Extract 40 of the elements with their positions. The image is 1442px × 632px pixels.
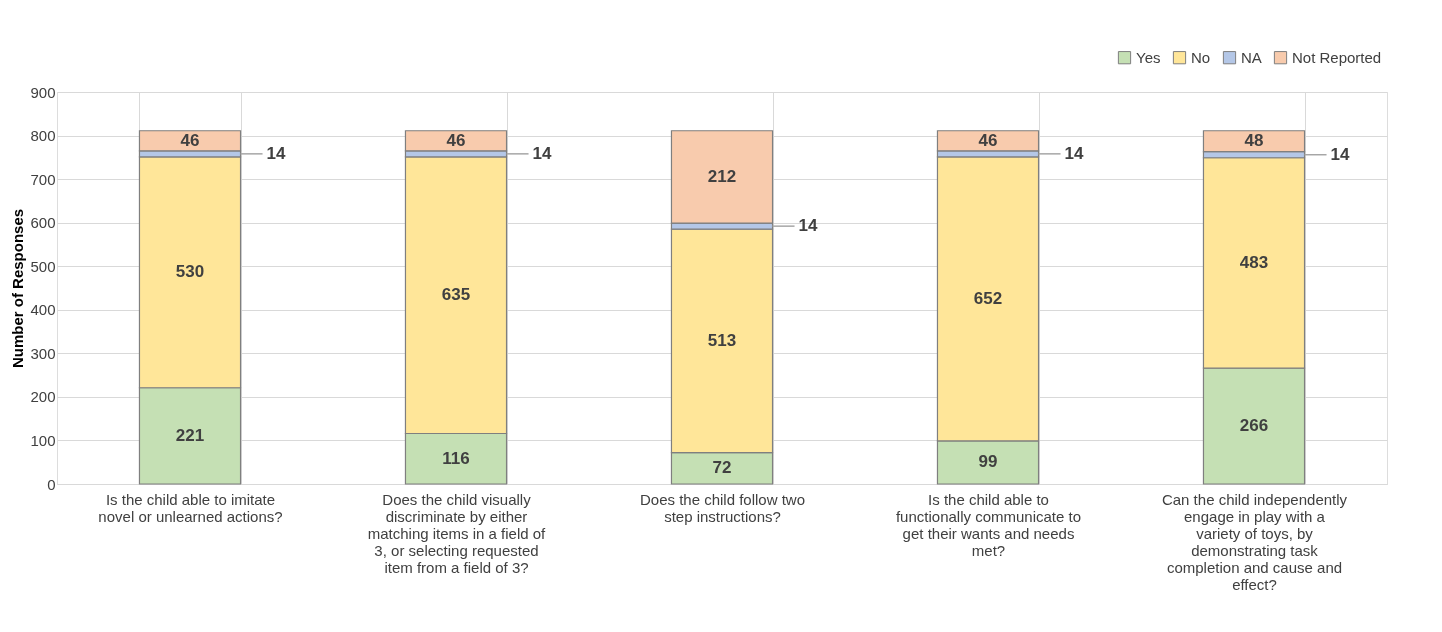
legend-label: No (1191, 48, 1211, 66)
y-axis-title: Number of Responses (9, 208, 27, 369)
data-label: 212 (707, 166, 737, 186)
legend-label: NA (1241, 48, 1262, 66)
data-label: 513 (707, 330, 737, 350)
data-label: 99 (978, 452, 998, 472)
data-label: 266 (1239, 416, 1269, 436)
data-label: 652 (973, 288, 1003, 308)
data-label: 14 (1330, 144, 1350, 164)
data-label: 46 (978, 130, 998, 150)
x-tick-label: Is the child able to functionally communicate to get their wants and needs met? (895, 490, 1082, 559)
data-label: 48 (1244, 131, 1264, 151)
x-tick-label: Is the child able to imitate novel or unlearned actions? (98, 490, 283, 525)
y-tick-label: 100 (30, 431, 56, 449)
data-label: 14 (532, 143, 552, 163)
y-tick-label: 700 (30, 170, 56, 188)
data-label: 635 (441, 285, 471, 305)
x-tick-label: Can the child independently engage in play with a variety of toys, by demonstrating task completion and cause and effect? (1161, 490, 1348, 593)
data-label: 46 (446, 130, 466, 150)
data-label: 221 (175, 425, 205, 445)
legend-label: Yes (1136, 48, 1161, 66)
y-tick-label: 500 (30, 257, 56, 275)
x-tick-label: Does the child follow two step instructions? (639, 490, 806, 525)
y-tick-label: 800 (30, 127, 56, 145)
y-tick-label: 200 (30, 388, 56, 406)
data-label: 72 (712, 458, 732, 478)
y-tick-label: 400 (30, 301, 56, 319)
legend-label: Not Reported (1292, 48, 1382, 66)
x-tick-label: Does the child visually discriminate by either matching items in a field of 3, or selecting requested item from a field of 3? (367, 490, 547, 576)
data-label: 116 (442, 448, 470, 468)
y-tick-label: 600 (30, 214, 56, 232)
data-label: 46 (180, 130, 200, 150)
data-label: 14 (798, 216, 818, 236)
data-label: 483 (1239, 252, 1269, 272)
y-tick-label: 300 (30, 344, 56, 362)
y-tick-label: 900 (30, 83, 56, 101)
data-label: 14 (266, 143, 286, 163)
y-tick-label: 0 (47, 475, 56, 493)
data-label: 14 (1064, 143, 1084, 163)
data-label: 530 (175, 262, 205, 282)
